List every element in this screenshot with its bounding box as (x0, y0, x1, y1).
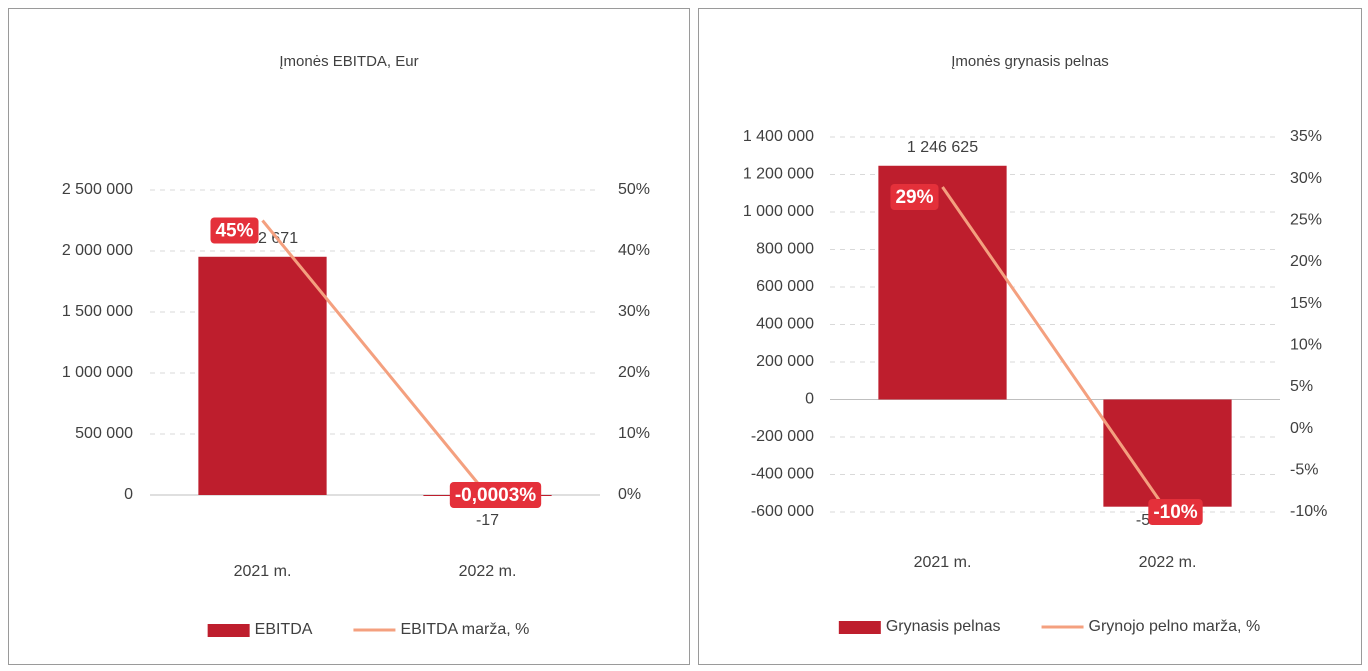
y2-tick-label: 40% (618, 242, 650, 259)
bar (1103, 399, 1232, 507)
legend-swatch (207, 624, 250, 637)
legend-label: Grynasis pelnas (886, 618, 1001, 635)
x-tick-label: 2022 m. (459, 563, 517, 580)
line-label-bg (1148, 499, 1203, 525)
bar-value-label: 1 246 625 (907, 139, 978, 156)
y2-tick-label: -5% (1290, 462, 1318, 479)
y-tick-label: -600 000 (751, 503, 814, 520)
y-tick-label: 1 000 000 (62, 364, 133, 381)
y2-tick-label: -10% (1290, 503, 1327, 520)
panel (698, 8, 1362, 665)
y2-tick-label: 0% (1290, 420, 1313, 437)
x-tick-label: 2021 m. (914, 554, 972, 571)
y2-tick-label: 5% (1290, 378, 1313, 395)
line (941, 186, 1169, 513)
line-label-bg (890, 184, 939, 210)
y2-tick-label: 30% (618, 303, 650, 320)
y-tick-label: 1 200 000 (743, 166, 814, 183)
y-tick-label: 2 000 000 (62, 242, 133, 259)
legend-label: EBITDA (255, 621, 313, 638)
legend-label: EBITDA marža, % (400, 621, 529, 638)
line-value-label: -0,0003% (455, 485, 536, 506)
line-label-bg (449, 482, 542, 509)
line-value-label: -10% (1153, 502, 1197, 523)
bar-value-label: -17 (476, 512, 499, 529)
x-tick-label: 2021 m. (234, 563, 292, 580)
line (261, 219, 489, 496)
y-tick-label: 1 400 000 (743, 128, 814, 145)
legend-swatch (838, 621, 881, 634)
line-label-bg (210, 217, 259, 244)
y2-tick-label: 25% (1290, 212, 1322, 229)
y-tick-label: 0 (805, 391, 814, 408)
y-tick-label: 1 500 000 (62, 303, 133, 320)
y-tick-label: 600 000 (756, 278, 814, 295)
y-tick-label: 500 000 (75, 425, 133, 442)
y-tick-label: 800 000 (756, 241, 814, 258)
y-tick-label: 2 500 000 (62, 181, 133, 198)
y-tick-label: -400 000 (751, 466, 814, 483)
y-tick-label: 0 (124, 486, 133, 503)
line-value-label: 29% (895, 187, 933, 208)
chart-title: Įmonės grynasis pelnas (951, 53, 1109, 70)
y2-tick-label: 20% (1290, 253, 1322, 270)
y-tick-label: 400 000 (756, 316, 814, 333)
bar (198, 256, 327, 495)
y2-tick-label: 20% (618, 364, 650, 381)
y2-tick-label: 10% (1290, 337, 1322, 354)
y-tick-label: 200 000 (756, 353, 814, 370)
y2-tick-label: 10% (618, 425, 650, 442)
y2-tick-label: 35% (1290, 128, 1322, 145)
x-tick-label: 2022 m. (1139, 554, 1197, 571)
y2-tick-label: 30% (1290, 170, 1322, 187)
chart-title: Įmonės EBITDA, Eur (279, 53, 418, 70)
y-tick-label: 1 000 000 (743, 203, 814, 220)
y-tick-label: -200 000 (751, 428, 814, 445)
y2-tick-label: 0% (618, 486, 641, 503)
line-value-label: 45% (215, 221, 253, 242)
y2-tick-label: 50% (618, 181, 650, 198)
legend-label: Grynojo pelno marža, % (1089, 618, 1261, 635)
panel (8, 8, 690, 665)
y2-tick-label: 15% (1290, 295, 1322, 312)
